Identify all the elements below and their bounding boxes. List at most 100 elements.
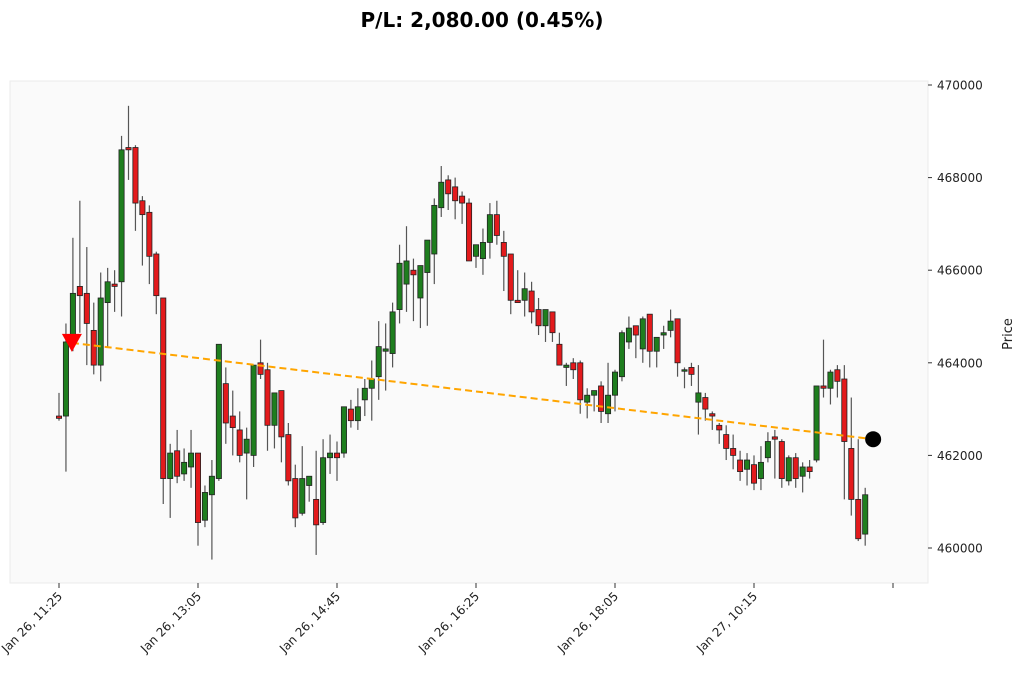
candle: [605, 362, 612, 423]
candle: [452, 177, 459, 220]
candle: [479, 228, 486, 275]
candle: [813, 385, 820, 463]
candle: [417, 265, 424, 329]
candle: [618, 330, 625, 382]
candle: [104, 267, 111, 347]
candle: [146, 205, 153, 285]
x-tick-label: Jan 26, 11:25: [0, 589, 65, 656]
candle: [528, 281, 535, 324]
trade-line: [71, 341, 874, 441]
candle: [486, 203, 493, 259]
candle: [688, 362, 695, 386]
x-tick-label: Jan 27, 10:15: [693, 589, 760, 656]
candle: [771, 429, 778, 479]
candle: [174, 429, 181, 484]
candle: [493, 200, 500, 245]
candle: [646, 313, 653, 368]
candle: [340, 406, 347, 458]
candle: [751, 455, 758, 491]
candle: [466, 198, 473, 262]
candle: [264, 362, 271, 451]
candle: [181, 448, 188, 481]
candle: [827, 369, 834, 405]
candle: [862, 487, 869, 546]
candle: [632, 325, 639, 359]
candle: [653, 336, 660, 368]
candle: [215, 343, 222, 481]
y-tick-label: 468000: [937, 171, 983, 185]
y-tick-label: 466000: [937, 264, 983, 278]
candle: [612, 369, 619, 412]
candle: [327, 434, 334, 474]
x-tick-label: Jan 26, 18:05: [554, 589, 621, 656]
y-axis-label: Price: [1001, 318, 1016, 350]
candle: [361, 379, 368, 417]
candle: [639, 316, 646, 363]
candle: [570, 358, 577, 380]
candle: [472, 244, 479, 268]
candle: [716, 422, 723, 444]
candle: [855, 439, 862, 542]
candle: [76, 200, 83, 333]
candles-group: [56, 105, 869, 560]
candle: [97, 272, 104, 382]
candle: [834, 365, 841, 398]
candle: [674, 318, 681, 377]
candle: [709, 411, 716, 430]
candle: [222, 367, 229, 444]
candle: [375, 321, 382, 400]
candle: [271, 392, 278, 449]
candle: [306, 475, 313, 502]
candle: [556, 332, 563, 366]
candle: [424, 239, 431, 326]
candle: [208, 460, 215, 560]
candle: [563, 362, 570, 386]
exit-circle-icon: [865, 431, 882, 448]
candle: [299, 446, 306, 516]
candle: [681, 367, 688, 389]
candle: [785, 455, 792, 486]
candle: [723, 425, 730, 461]
candle: [848, 397, 855, 516]
candle: [764, 432, 771, 463]
candle: [730, 434, 737, 470]
candle: [125, 105, 132, 180]
candle: [445, 175, 452, 211]
candle: [396, 244, 403, 324]
candle: [806, 460, 813, 479]
candle: [347, 399, 354, 428]
candle: [118, 135, 125, 317]
candle: [542, 309, 549, 342]
candle: [514, 270, 521, 304]
candle: [459, 191, 466, 224]
x-tick-label: Jan 26, 13:05: [137, 589, 204, 656]
candle: [598, 381, 605, 423]
candle: [313, 450, 320, 555]
x-axis: Jan 26, 11:25 Jan 26, 13:05 Jan 26, 14:45 J…: [0, 583, 894, 656]
y-tick-label: 460000: [937, 542, 983, 556]
candle: [278, 390, 285, 463]
candle: [257, 339, 264, 380]
chart-title: P/L: 2,080.00 (0.45%): [360, 8, 604, 32]
candle: [56, 392, 63, 421]
candle: [744, 453, 751, 486]
candle: [737, 450, 744, 481]
candle: [695, 365, 702, 435]
candle: [153, 251, 160, 315]
candle: [521, 272, 528, 317]
candle: [320, 439, 327, 525]
candle: [431, 198, 438, 285]
candle: [382, 323, 389, 391]
candle: [667, 309, 674, 338]
candle: [757, 446, 764, 491]
candle: [62, 323, 69, 472]
x-tick-label: Jan 26, 16:25: [415, 589, 482, 656]
entry-triangle-icon: [61, 333, 82, 352]
candle: [243, 427, 250, 500]
candle: [229, 390, 236, 456]
candle: [333, 441, 340, 481]
candle: [403, 226, 410, 312]
candle: [702, 392, 709, 421]
candle: [354, 388, 361, 430]
